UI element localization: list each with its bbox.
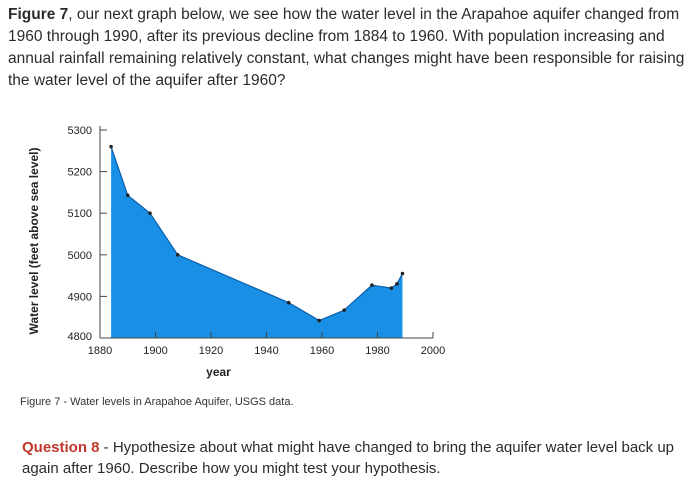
data-point-2 [148, 211, 152, 215]
x-tick-label-2000: 2000 [421, 345, 445, 357]
question-label: Question 8 [22, 439, 100, 456]
x-tick-label-1940: 1940 [254, 345, 278, 357]
x-tick-label-1980: 1980 [365, 345, 389, 357]
data-point-5 [317, 318, 322, 323]
x-axis-label: year [206, 365, 231, 379]
figure-reference: Figure 7 [8, 6, 69, 23]
y-axis-label: Water level (feet above sea level) [27, 148, 41, 335]
water-level-chart: 4800 4900 5000 5100 5200 5300 1880 1900 1920 1940… [27, 125, 445, 379]
x-tick-label-1960: 1960 [310, 345, 334, 357]
data-point-9 [395, 282, 399, 286]
data-point-3 [175, 253, 180, 257]
data-point-0 [109, 144, 113, 149]
data-point-6 [342, 308, 347, 312]
water-level-area [111, 146, 403, 338]
question-8: Question 8 - Hypothesize about what migh… [22, 437, 692, 479]
data-point-1 [125, 193, 130, 198]
chart: 4800 4900 5000 5100 5200 5300 1880 1900 1920 1940… [0, 118, 470, 388]
data-point-4 [286, 300, 291, 305]
y-tick-label-4800: 4800 [68, 331, 92, 343]
question-text: - Hypothesize about what might have chan… [22, 439, 675, 477]
figure-caption: Figure 7 - Water levels in Arapahoe Aqui… [20, 396, 294, 408]
y-tick-label-5000: 5000 [68, 250, 92, 262]
y-tick-label-5200: 5200 [68, 167, 92, 179]
x-tick-label-1880: 1880 [88, 345, 112, 357]
intro-paragraph: Figure 7, our next graph below, we see h… [8, 4, 692, 92]
data-point-7 [370, 283, 374, 287]
x-tick-label-1900: 1900 [143, 345, 167, 357]
intro-text: , our next graph below, we see how the w… [8, 6, 685, 89]
data-point-8 [389, 286, 394, 290]
data-point-10 [400, 271, 405, 276]
y-tick-label-4900: 4900 [68, 291, 92, 303]
y-tick-label-5100: 5100 [68, 208, 92, 220]
y-tick-label-5300: 5300 [68, 125, 92, 137]
x-tick-label-1920: 1920 [199, 345, 223, 357]
